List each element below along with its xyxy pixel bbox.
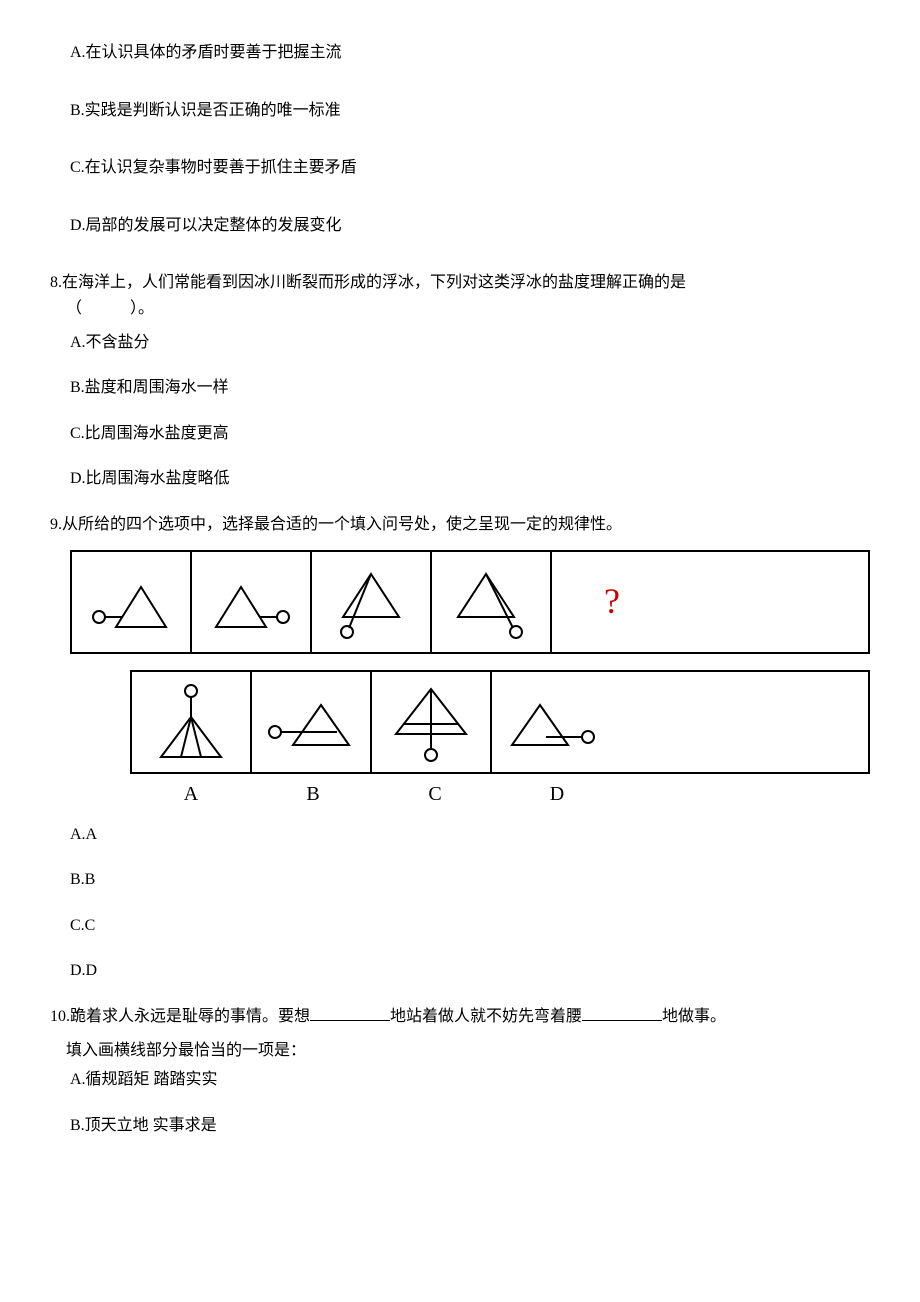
q9-stem: 9.从所给的四个选项中，选择最合适的一个填入问号处，使之呈现一定的规律性。 [50, 512, 870, 538]
option-text: B.顶天立地 实事求是 [70, 1117, 217, 1134]
q8-option-b[interactable]: B.盐度和周围海水一样 [70, 375, 870, 401]
blank-2 [582, 1005, 662, 1021]
question-mark-icon: ? [604, 573, 620, 631]
q10-option-a[interactable]: A.循规蹈矩 踏踏实实 [70, 1067, 870, 1093]
option-text: B.实践是判断认识是否正确的唯一标准 [70, 102, 341, 119]
q8-stem-line2: （ ）。 [66, 296, 870, 322]
option-text: A.循规蹈矩 踏踏实实 [70, 1071, 218, 1088]
q8-stem: 8.在海洋上，人们常能看到因冰川断裂而形成的浮冰，下列对这类浮冰的盐度理解正确的… [50, 270, 870, 321]
option-text: A.不含盐分 [70, 334, 150, 351]
option-text: B.B [70, 871, 95, 888]
q7-option-b[interactable]: B.实践是判断认识是否正确的唯一标准 [70, 98, 870, 124]
label-c: C [374, 778, 496, 810]
q10-option-b[interactable]: B.顶天立地 实事求是 [70, 1113, 870, 1139]
option-text: C.在认识复杂事物时要善于抓住主要矛盾 [70, 159, 357, 176]
figure-5-question: ? [552, 552, 672, 652]
option-text: A.A [70, 826, 97, 843]
q9-option-c[interactable]: C.C [70, 913, 870, 939]
q8-stem-line1: 8.在海洋上，人们常能看到因冰川断裂而形成的浮冰，下列对这类浮冰的盐度理解正确的… [50, 270, 870, 296]
q9-sequence-figures: ? [70, 550, 870, 654]
q10-note: 填入画横线部分最恰当的一项是： [66, 1038, 870, 1064]
q10-mid: 地站着做人就不妨先弯着腰 [390, 1008, 582, 1025]
option-text: D.比周围海水盐度略低 [70, 470, 230, 487]
q9-answer-figures [130, 670, 870, 774]
figure-4 [432, 552, 552, 652]
q7-option-d[interactable]: D.局部的发展可以决定整体的发展变化 [70, 213, 870, 239]
figure-2 [192, 552, 312, 652]
figure-3 [312, 552, 432, 652]
label-d: D [496, 778, 618, 810]
q8-option-a[interactable]: A.不含盐分 [70, 330, 870, 356]
q8-option-c[interactable]: C.比周围海水盐度更高 [70, 421, 870, 447]
answer-figure-b [252, 672, 372, 772]
q9-option-a[interactable]: A.A [70, 822, 870, 848]
q10-post: 地做事。 [662, 1008, 726, 1025]
q10-pre: 10.跪着求人永远是耻辱的事情。要想 [50, 1008, 310, 1025]
option-text: D.D [70, 962, 97, 979]
q9-option-d[interactable]: D.D [70, 958, 870, 984]
option-text: C.比周围海水盐度更高 [70, 425, 229, 442]
blank-1 [310, 1005, 390, 1021]
q7-option-c[interactable]: C.在认识复杂事物时要善于抓住主要矛盾 [70, 155, 870, 181]
option-text: A.在认识具体的矛盾时要善于把握主流 [70, 44, 342, 61]
answer-figure-a [132, 672, 252, 772]
answer-figure-d [492, 672, 612, 772]
figure-1 [72, 552, 192, 652]
q8-option-d[interactable]: D.比周围海水盐度略低 [70, 466, 870, 492]
label-b: B [252, 778, 374, 810]
option-text: D.局部的发展可以决定整体的发展变化 [70, 217, 342, 234]
option-text: C.C [70, 917, 95, 934]
answer-figure-c [372, 672, 492, 772]
label-a: A [130, 778, 252, 810]
answer-labels-row: A B C D [130, 778, 870, 810]
option-text: B.盐度和周围海水一样 [70, 379, 229, 396]
q7-option-a[interactable]: A.在认识具体的矛盾时要善于把握主流 [70, 40, 870, 66]
q10-stem: 10.跪着求人永远是耻辱的事情。要想 地站着做人就不妨先弯着腰 地做事。 [50, 1004, 870, 1030]
q9-option-b[interactable]: B.B [70, 867, 870, 893]
